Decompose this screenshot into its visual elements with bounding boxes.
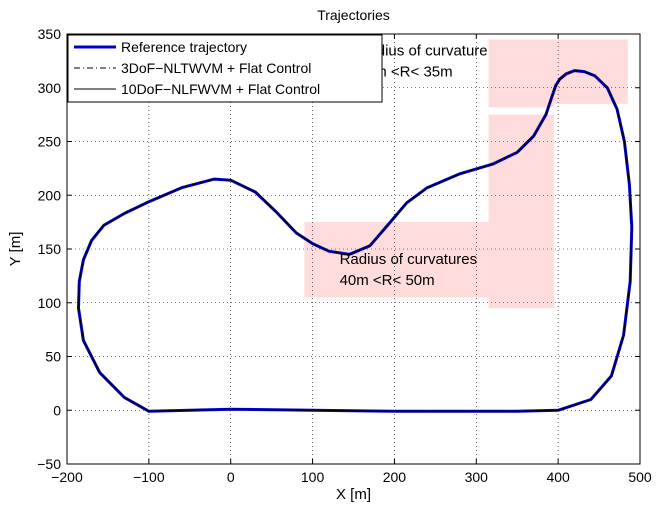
annotation-0: Radius of curvatures 40m <R< 50m xyxy=(340,251,478,289)
legend-label: Reference trajectory xyxy=(121,39,247,55)
chart-title: Trajectories xyxy=(317,7,390,23)
y-axis-title: Y [m] xyxy=(7,232,24,267)
x-tick-label: 100 xyxy=(301,469,325,485)
y-tick-label: 300 xyxy=(38,80,62,96)
x-tick-label: 0 xyxy=(227,469,235,485)
y-tick-label: 350 xyxy=(38,26,62,42)
x-tick-label: 300 xyxy=(465,469,489,485)
curvature-region xyxy=(488,114,555,309)
legend: Reference trajectory 3DoF−NLTWVM + Flat C… xyxy=(67,34,383,103)
axis-ticks: −200 −100 0 100 200 300 400 500 −50 0 50 100 150 200 2… xyxy=(37,26,652,485)
series-lines xyxy=(77,69,634,413)
x-tick-label: −100 xyxy=(133,469,165,485)
y-tick-label: −50 xyxy=(37,456,61,472)
curvature-region xyxy=(488,39,555,108)
legend-label: 3DoF−NLTWVM + Flat Control xyxy=(121,60,311,76)
curvature-region xyxy=(304,222,489,298)
curvature-region xyxy=(554,39,628,104)
curvature-regions xyxy=(304,39,628,309)
x-axis-title: X [m] xyxy=(336,486,371,503)
annotation-line: Radius of curvature xyxy=(358,43,488,60)
x-tick-label: −200 xyxy=(51,469,83,485)
legend-box xyxy=(67,34,383,103)
x-tick-label: 400 xyxy=(546,469,570,485)
annotation-line: Radius of curvatures xyxy=(340,251,478,268)
x-tick-label: 200 xyxy=(383,469,407,485)
y-tick-label: 250 xyxy=(38,134,62,150)
y-tick-label: 100 xyxy=(38,295,62,311)
y-tick-label: 200 xyxy=(38,187,62,203)
y-tick-label: 0 xyxy=(53,402,61,418)
annotation-line: 40m <R< 50m xyxy=(340,272,435,289)
x-tick-label: 500 xyxy=(628,469,652,485)
series-line-2 xyxy=(78,70,633,412)
legend-label: 10DoF−NLFWVM + Flat Control xyxy=(121,81,320,97)
y-tick-label: 150 xyxy=(38,241,62,257)
y-tick-label: 50 xyxy=(45,349,61,365)
